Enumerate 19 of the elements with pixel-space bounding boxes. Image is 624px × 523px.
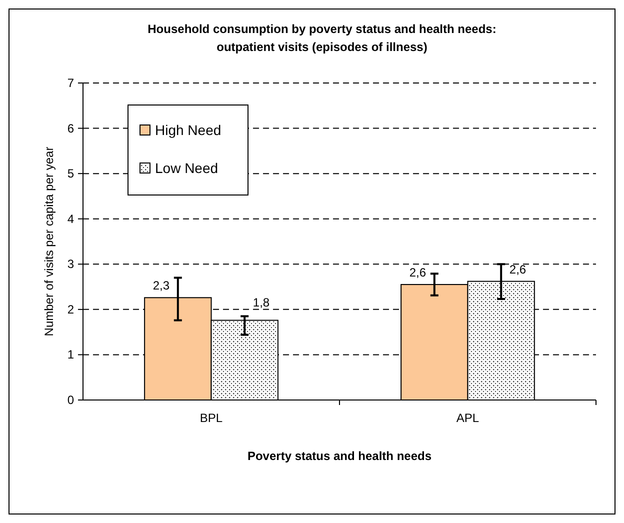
data-label: 1,8 xyxy=(252,295,270,310)
y-tick-label: 2 xyxy=(67,302,74,316)
data-label: 2,6 xyxy=(409,266,426,280)
y-axis-title: Number of visits per capita per year xyxy=(42,146,56,336)
y-tick-label: 0 xyxy=(67,393,74,407)
y-tick-label: 1 xyxy=(67,348,74,362)
data-label: 2,3 xyxy=(152,278,170,293)
y-tick-label: 3 xyxy=(67,257,74,272)
y-tick-label: 4 xyxy=(67,212,74,226)
y-tick-label: 5 xyxy=(67,166,74,181)
x-axis-title: Poverty status and health needs xyxy=(247,449,432,463)
x-tick-label: BPL xyxy=(200,411,223,425)
chart-title: Household consumption by poverty status and health needs: outpatient visits (episodes of illness) xyxy=(148,22,496,54)
x-tick-label: APL xyxy=(456,411,480,425)
legend-label: High Need xyxy=(155,122,222,138)
y-tick-label: 6 xyxy=(67,121,74,136)
data-label: 2,6 xyxy=(509,262,526,276)
legend-label: Low Need xyxy=(155,160,218,176)
y-tick-label: 7 xyxy=(67,76,74,90)
